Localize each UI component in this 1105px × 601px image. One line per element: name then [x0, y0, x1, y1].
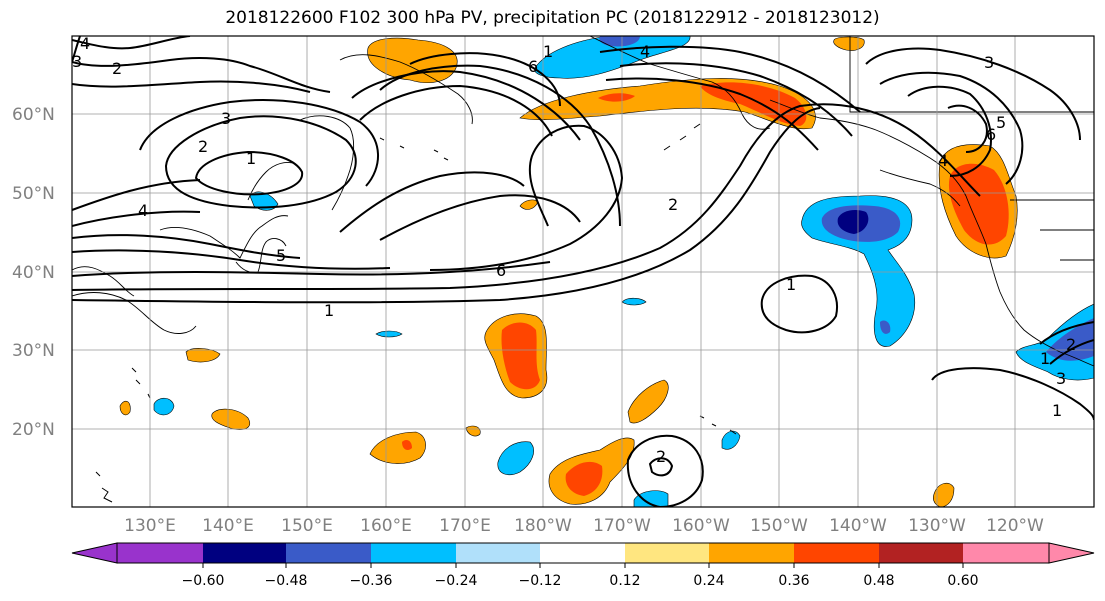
pv-label: 1: [1052, 401, 1062, 420]
colorbar-tick: 0.36: [778, 573, 809, 589]
colorbar-ticks: [202, 563, 964, 568]
pv-label: 3: [984, 53, 994, 72]
colorbar-extend-min: [71, 542, 118, 564]
colorbar-tick: −0.60: [182, 573, 225, 589]
pv-label: 5: [996, 113, 1006, 132]
pv-label: 4: [640, 42, 650, 61]
pv-label: 2: [1066, 335, 1076, 354]
colorbar-segment: [879, 543, 963, 563]
pv-label: 4: [938, 151, 948, 170]
pv-label: 6: [528, 57, 538, 76]
colorbar-segment: [709, 543, 794, 563]
lon-label: 130°E: [124, 516, 176, 536]
lon-label: 120°W: [986, 516, 1044, 536]
colorbar-segment: [540, 543, 625, 563]
map-title: 2018122600 F102 300 hPa PV, precipitatio…: [225, 8, 880, 28]
colorbar-extend-max: [1048, 542, 1095, 564]
colorbar-tick: 0.60: [947, 573, 978, 589]
pv-label: 3: [1056, 369, 1066, 388]
pv-label: 1: [543, 42, 553, 61]
lon-label: 170°E: [439, 516, 491, 536]
colorbar-segment: [794, 543, 879, 563]
lat-label: 50°N: [12, 184, 55, 204]
pv-label: 1: [246, 149, 256, 168]
lon-label: 150°E: [281, 516, 333, 536]
graticule: [72, 36, 1094, 507]
pv-label: 2: [198, 137, 208, 156]
pv-label: 1: [786, 275, 796, 294]
precip-anomaly-shading: [119, 36, 1094, 507]
lon-label: 150°W: [750, 516, 808, 536]
colorbar-segment: [117, 543, 203, 563]
lat-label: 30°N: [12, 341, 55, 361]
pv-contours: [72, 36, 1094, 507]
colorbar-segment: [371, 543, 456, 563]
colorbar-tick: −0.36: [350, 573, 393, 589]
lat-label: 40°N: [12, 263, 55, 283]
pv-label: 6: [496, 261, 506, 280]
lat-label: 20°N: [12, 420, 55, 440]
pv-label: 4: [80, 34, 90, 53]
pv-label: 2: [112, 59, 122, 78]
pv-contour-labels: 4 3 2 3 2 1 4 5 1 6 2 1 4 6 3 6 5 4 1 1 …: [72, 34, 1076, 466]
colorbar-segment: [456, 543, 540, 563]
latitude-labels: 60°N 50°N 40°N 30°N 20°N: [12, 105, 55, 440]
colorbar: −0.60 −0.48 −0.36 −0.24 −0.12 0.12 0.24 …: [71, 542, 1095, 589]
colorbar-tick-labels: −0.60 −0.48 −0.36 −0.24 −0.12 0.12 0.24 …: [182, 573, 979, 589]
colorbar-segment: [625, 543, 709, 563]
pv-label: 3: [72, 52, 82, 71]
lon-label: 130°W: [908, 516, 966, 536]
lon-label: 160°W: [672, 516, 730, 536]
colorbar-tick: −0.24: [435, 573, 478, 589]
colorbar-tick: 0.24: [693, 573, 724, 589]
colorbar-tick: −0.12: [519, 573, 562, 589]
pv-label: 2: [656, 447, 666, 466]
colorbar-tick: 0.12: [609, 573, 640, 589]
colorbar-segment: [286, 543, 371, 563]
longitude-labels: 130°E 140°E 150°E 160°E 170°E 180°W 170°…: [124, 516, 1044, 536]
colorbar-frame: [116, 542, 1050, 564]
pv-label: 6: [986, 125, 996, 144]
lon-label: 160°E: [360, 516, 412, 536]
map-frame: [71, 35, 1095, 508]
lat-label: 60°N: [12, 105, 55, 125]
lon-label: 140°E: [202, 516, 254, 536]
lon-label: 140°W: [829, 516, 887, 536]
colorbar-segment: [203, 543, 286, 563]
pv-label: 4: [138, 201, 148, 220]
colorbar-segment: [963, 543, 1049, 563]
pv-label: 3: [221, 109, 231, 128]
colorbar-tick: 0.48: [863, 573, 894, 589]
pv-label: 1: [324, 301, 334, 320]
pv-label: 2: [668, 195, 678, 214]
lon-label: 180°W: [514, 516, 572, 536]
colorbar-tick: −0.48: [265, 573, 308, 589]
pv-label: 5: [276, 246, 286, 265]
pv-label: 1: [1040, 349, 1050, 368]
lon-label: 170°W: [593, 516, 651, 536]
